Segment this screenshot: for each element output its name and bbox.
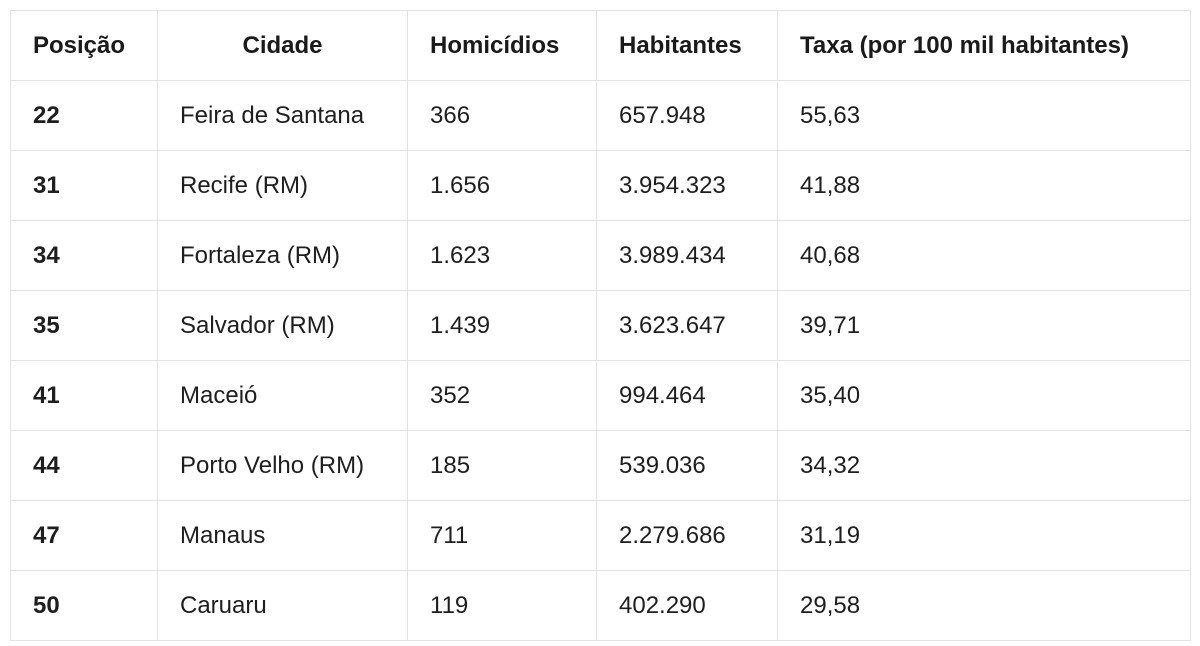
header-taxa: Taxa (por 100 mil habitantes) [777,10,1191,81]
cell-homicidios: 1.623 [407,220,597,291]
table-row: 22 Feira de Santana 366 657.948 55,63 [10,80,1191,151]
header-row: Posição Cidade Homicídios Habitantes Tax… [10,10,1191,81]
cell-habitantes: 2.279.686 [596,500,778,571]
cell-posicao: 34 [10,220,158,291]
cell-taxa: 39,71 [777,290,1191,361]
cell-taxa: 31,19 [777,500,1191,571]
header-cidade: Cidade [157,10,408,81]
cell-habitantes: 539.036 [596,430,778,501]
cell-posicao: 41 [10,360,158,431]
table-row: 44 Porto Velho (RM) 185 539.036 34,32 [10,430,1191,501]
cell-taxa: 35,40 [777,360,1191,431]
cell-habitantes: 657.948 [596,80,778,151]
cell-homicidios: 366 [407,80,597,151]
table-container: Posição Cidade Homicídios Habitantes Tax… [10,10,1191,641]
cell-homicidios: 711 [407,500,597,571]
cell-homicidios: 185 [407,430,597,501]
cell-posicao: 44 [10,430,158,501]
cell-cidade: Manaus [157,500,408,571]
cell-habitantes: 402.290 [596,570,778,641]
ranking-table: Posição Cidade Homicídios Habitantes Tax… [10,10,1191,641]
cell-posicao: 35 [10,290,158,361]
table-row: 35 Salvador (RM) 1.439 3.623.647 39,71 [10,290,1191,361]
header-homicidios: Homicídios [407,10,597,81]
table-header: Posição Cidade Homicídios Habitantes Tax… [10,10,1191,81]
cell-posicao: 47 [10,500,158,571]
cell-cidade: Feira de Santana [157,80,408,151]
cell-taxa: 40,68 [777,220,1191,291]
cell-homicidios: 1.656 [407,150,597,221]
cell-habitantes: 994.464 [596,360,778,431]
table-body: 22 Feira de Santana 366 657.948 55,63 31… [10,80,1191,641]
table-row: 41 Maceió 352 994.464 35,40 [10,360,1191,431]
cell-posicao: 31 [10,150,158,221]
table-row: 47 Manaus 711 2.279.686 31,19 [10,500,1191,571]
cell-taxa: 41,88 [777,150,1191,221]
header-posicao: Posição [10,10,158,81]
cell-taxa: 55,63 [777,80,1191,151]
cell-cidade: Salvador (RM) [157,290,408,361]
cell-habitantes: 3.623.647 [596,290,778,361]
cell-habitantes: 3.989.434 [596,220,778,291]
cell-habitantes: 3.954.323 [596,150,778,221]
cell-homicidios: 1.439 [407,290,597,361]
cell-taxa: 29,58 [777,570,1191,641]
cell-cidade: Caruaru [157,570,408,641]
cell-posicao: 22 [10,80,158,151]
cell-posicao: 50 [10,570,158,641]
cell-cidade: Fortaleza (RM) [157,220,408,291]
cell-cidade: Porto Velho (RM) [157,430,408,501]
table-row: 34 Fortaleza (RM) 1.623 3.989.434 40,68 [10,220,1191,291]
cell-homicidios: 352 [407,360,597,431]
cell-homicidios: 119 [407,570,597,641]
cell-taxa: 34,32 [777,430,1191,501]
cell-cidade: Maceió [157,360,408,431]
table-row: 50 Caruaru 119 402.290 29,58 [10,570,1191,641]
table-row: 31 Recife (RM) 1.656 3.954.323 41,88 [10,150,1191,221]
header-habitantes: Habitantes [596,10,778,81]
cell-cidade: Recife (RM) [157,150,408,221]
